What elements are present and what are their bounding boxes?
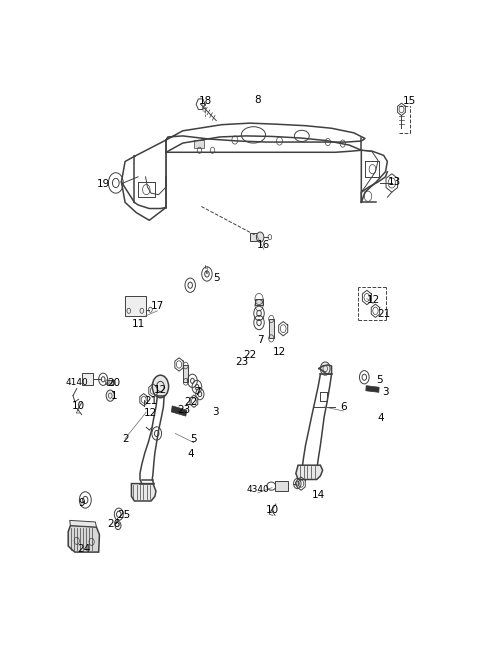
- Text: 25: 25: [117, 511, 131, 521]
- Text: 2: 2: [122, 434, 129, 444]
- Text: 22: 22: [243, 350, 256, 360]
- Text: 26: 26: [108, 519, 121, 529]
- Text: 6: 6: [340, 402, 347, 412]
- Text: 10: 10: [266, 505, 279, 515]
- Text: 22: 22: [184, 397, 198, 407]
- Text: 21: 21: [377, 309, 390, 319]
- Circle shape: [106, 390, 114, 401]
- Text: 5: 5: [213, 273, 219, 283]
- Text: 4: 4: [377, 413, 384, 423]
- Bar: [250, 233, 257, 241]
- Polygon shape: [366, 386, 379, 392]
- Text: 12: 12: [273, 347, 286, 357]
- Bar: [125, 296, 145, 316]
- Text: 10: 10: [72, 401, 85, 411]
- Circle shape: [256, 232, 264, 242]
- Text: 20: 20: [108, 378, 120, 388]
- Circle shape: [321, 362, 330, 375]
- Text: 21: 21: [144, 396, 157, 406]
- Polygon shape: [171, 406, 187, 416]
- Text: 7: 7: [257, 335, 264, 345]
- Circle shape: [115, 521, 121, 530]
- Text: 24: 24: [78, 544, 91, 554]
- Text: 12: 12: [144, 408, 156, 418]
- Bar: [194, 140, 204, 148]
- Text: 4140: 4140: [66, 378, 88, 387]
- Text: 17: 17: [151, 301, 164, 311]
- Text: 11: 11: [132, 319, 145, 329]
- Text: 19: 19: [97, 179, 110, 189]
- Polygon shape: [68, 525, 99, 552]
- Text: 3: 3: [212, 407, 219, 417]
- Text: 8: 8: [254, 95, 261, 105]
- Text: 3: 3: [382, 386, 388, 396]
- Text: 18: 18: [198, 96, 212, 106]
- Text: 5: 5: [191, 434, 197, 444]
- Polygon shape: [132, 483, 156, 501]
- Polygon shape: [183, 365, 188, 382]
- Text: 1: 1: [110, 390, 117, 400]
- Text: 15: 15: [403, 96, 416, 106]
- Text: 4: 4: [188, 449, 194, 459]
- Text: 12: 12: [154, 384, 167, 394]
- Text: 7: 7: [194, 386, 201, 396]
- Circle shape: [152, 375, 168, 398]
- Polygon shape: [255, 299, 263, 305]
- Text: 12: 12: [367, 295, 380, 305]
- Polygon shape: [269, 319, 274, 339]
- Polygon shape: [107, 380, 113, 385]
- Bar: [83, 373, 93, 385]
- Text: 16: 16: [257, 240, 271, 250]
- Text: 14: 14: [312, 490, 325, 500]
- Text: 23: 23: [178, 405, 191, 415]
- Bar: [275, 481, 288, 491]
- Text: 5: 5: [376, 375, 383, 385]
- Text: 23: 23: [235, 357, 248, 367]
- Text: 13: 13: [388, 177, 401, 187]
- Text: 4340: 4340: [247, 485, 269, 494]
- Text: 9: 9: [78, 498, 85, 508]
- Polygon shape: [70, 521, 96, 527]
- Polygon shape: [296, 465, 323, 479]
